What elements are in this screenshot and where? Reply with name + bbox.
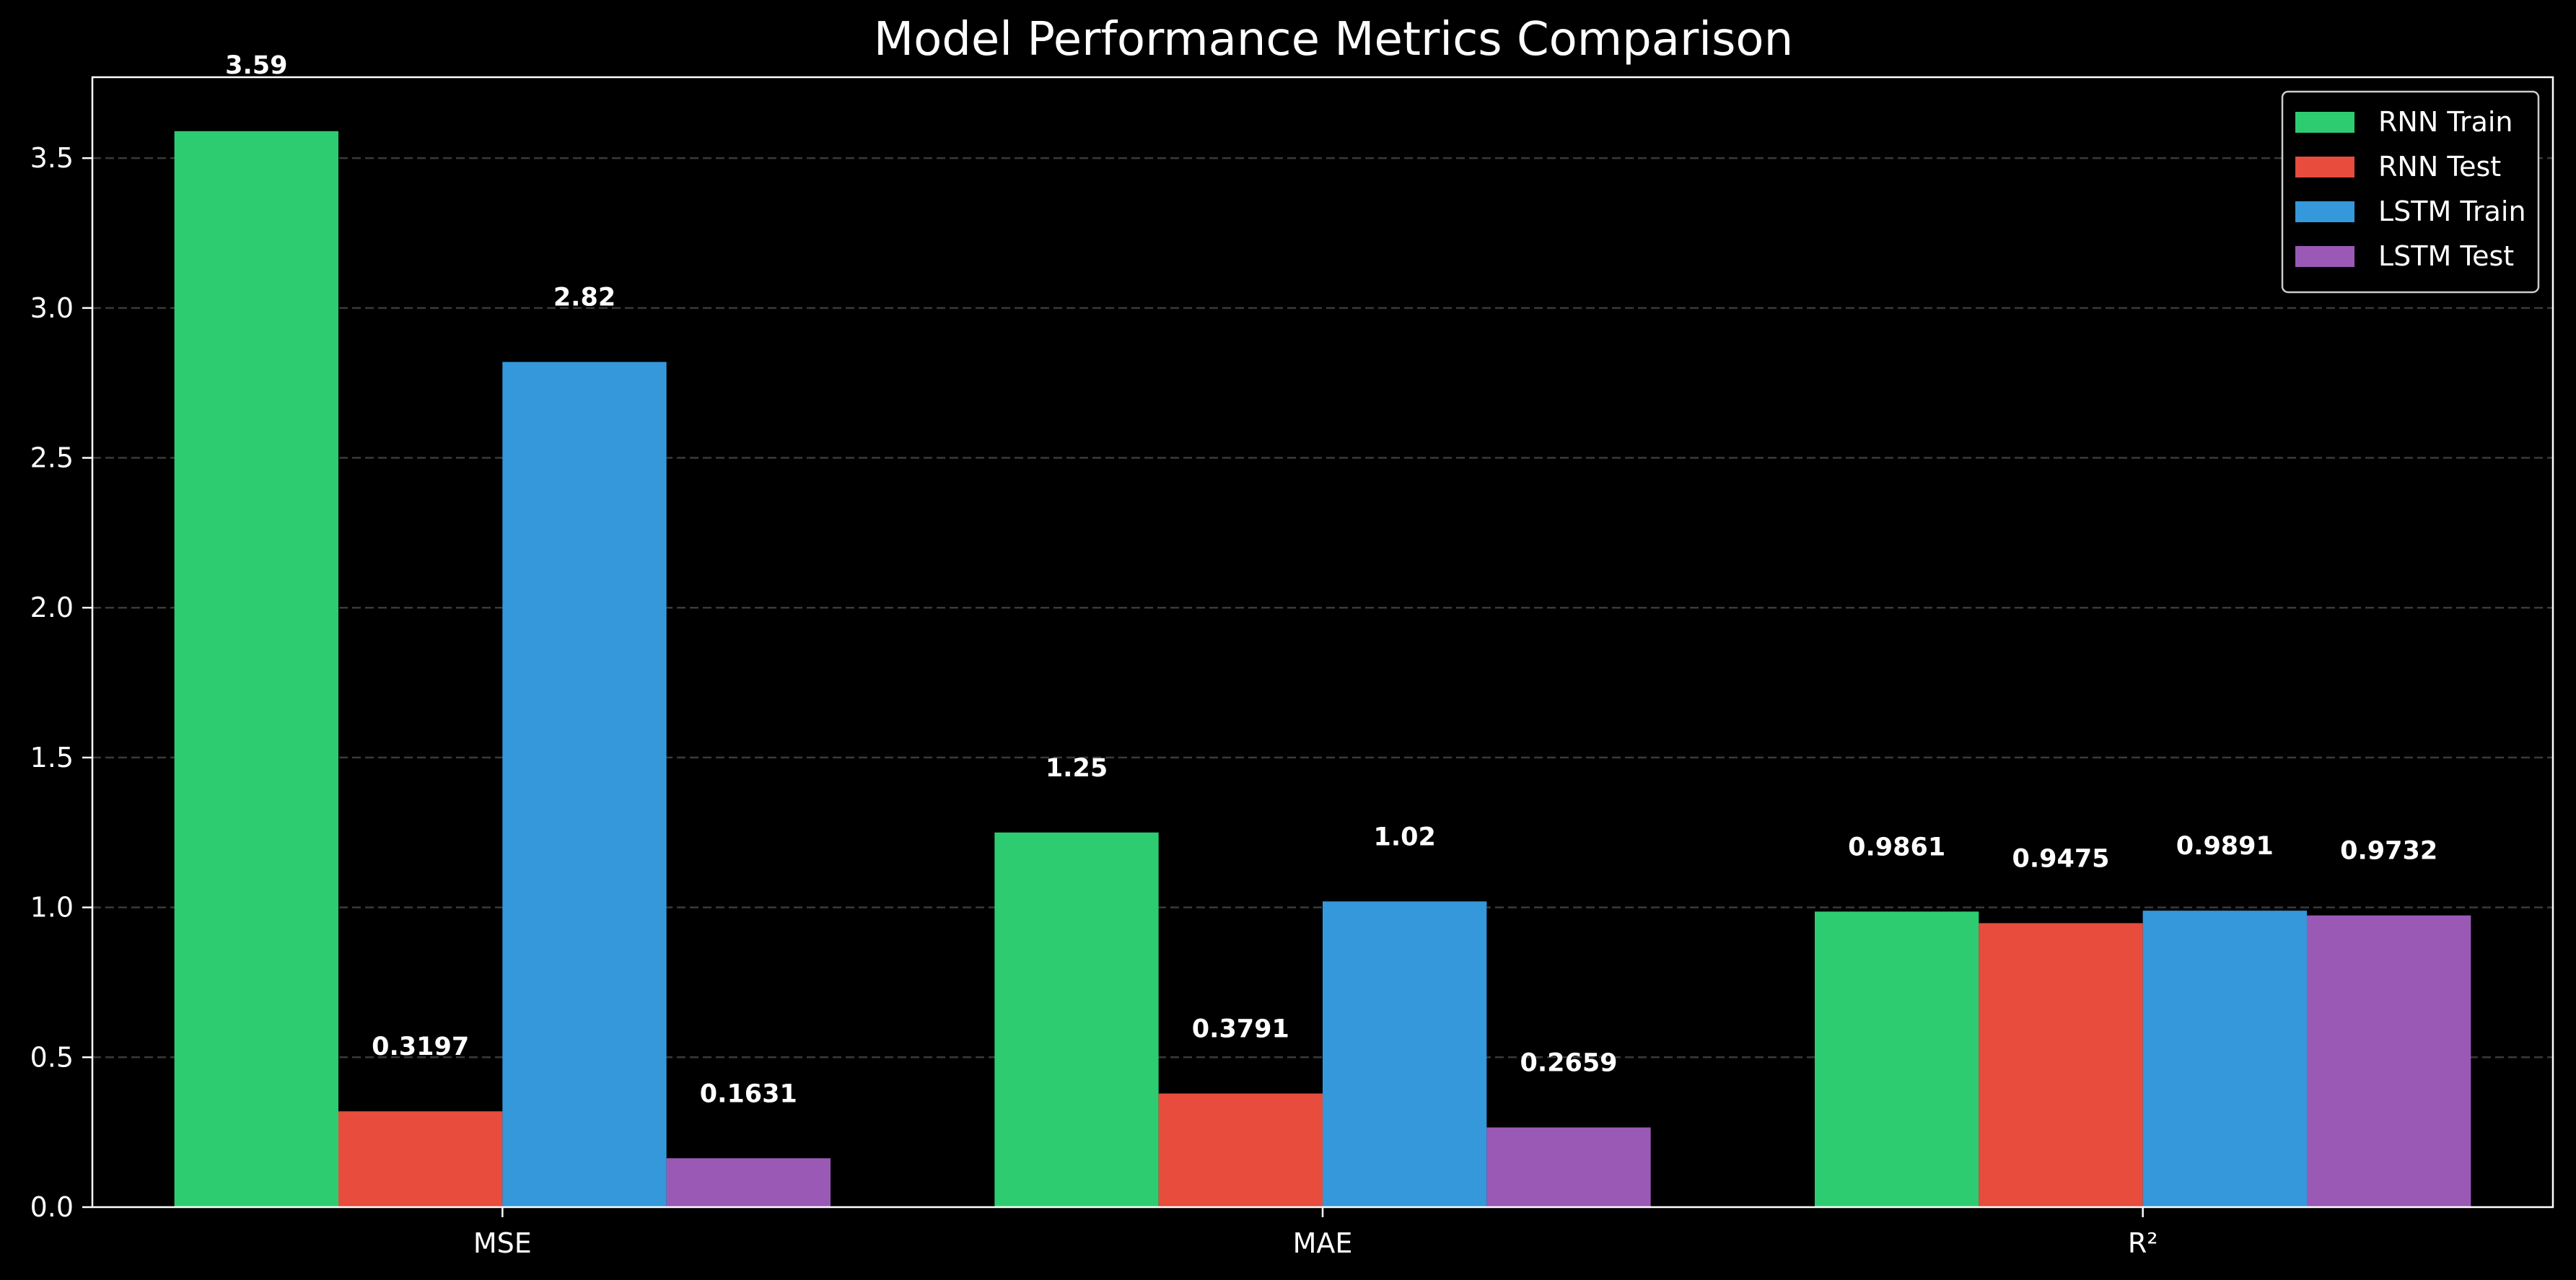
bar-value-label: 0.1631	[700, 1079, 797, 1108]
bar-value-label: 0.9732	[2340, 837, 2437, 866]
bar	[1323, 901, 1487, 1207]
bar-value-label: 0.3791	[1192, 1015, 1289, 1044]
legend-swatch	[2295, 112, 2354, 133]
bar	[174, 131, 338, 1207]
y-tick-label: 0.5	[30, 1041, 74, 1073]
bar-value-label: 1.02	[1373, 823, 1435, 851]
bar-value-label: 0.3197	[372, 1033, 469, 1061]
axes: 0.0 0.5 1.0 1.5 2.0 2.5 3.0 3.5 MSE MAE R²	[30, 76, 2554, 1259]
bar	[2307, 915, 2471, 1207]
y-tick-label: 2.5	[30, 442, 74, 474]
bar-value-label: 0.9861	[1848, 833, 1945, 862]
plot-frame	[91, 76, 2554, 1209]
x-tick-label: MAE	[1293, 1227, 1353, 1259]
legend-swatch	[2295, 246, 2354, 267]
y-tick-label: 2.0	[30, 592, 74, 623]
legend-label: LSTM Test	[2378, 240, 2514, 272]
bar	[1158, 1093, 1323, 1207]
bar-value-label: 0.2659	[1520, 1049, 1617, 1078]
bar-value-label: 1.25	[1046, 754, 1108, 783]
bar-value-label: 2.82	[553, 284, 615, 312]
bar	[502, 361, 667, 1208]
y-tick-label: 3.0	[30, 292, 74, 324]
bar	[1486, 1127, 1651, 1207]
bar-value-label: 0.9475	[2012, 844, 2109, 873]
bar-value-label: 0.9891	[2176, 832, 2274, 861]
bar	[1979, 923, 2143, 1207]
y-tick-label: 0.0	[30, 1191, 74, 1223]
y-tick-label: 1.5	[30, 742, 74, 773]
legend-box	[2281, 90, 2540, 294]
legend-swatch	[2295, 201, 2354, 222]
x-tick-label: MSE	[473, 1227, 532, 1259]
legend-swatch	[2295, 157, 2354, 177]
bar	[666, 1158, 831, 1207]
bars	[174, 131, 2471, 1208]
y-tick-label: 1.0	[30, 892, 74, 924]
bar	[1815, 911, 1979, 1207]
bar	[338, 1111, 503, 1207]
legend: RNN Train RNN Test LSTM Train LSTM Test	[2281, 90, 2540, 294]
legend-label: LSTM Train	[2378, 196, 2526, 227]
bar	[2142, 911, 2307, 1207]
bar	[994, 832, 1159, 1207]
chart-title: Model Performance Metrics Comparison	[874, 13, 1793, 66]
y-tick-label: 3.5	[30, 142, 74, 174]
legend-label: RNN Train	[2378, 106, 2513, 138]
legend-label: RNN Test	[2378, 151, 2501, 183]
bar-value-label: 3.59	[225, 51, 287, 80]
bar-value-labels: 3.59 0.3197 2.82 0.1631 1.25 0.3791 1.02 0.2659…	[225, 51, 2437, 1108]
x-tick-label: R²	[2128, 1227, 2158, 1259]
